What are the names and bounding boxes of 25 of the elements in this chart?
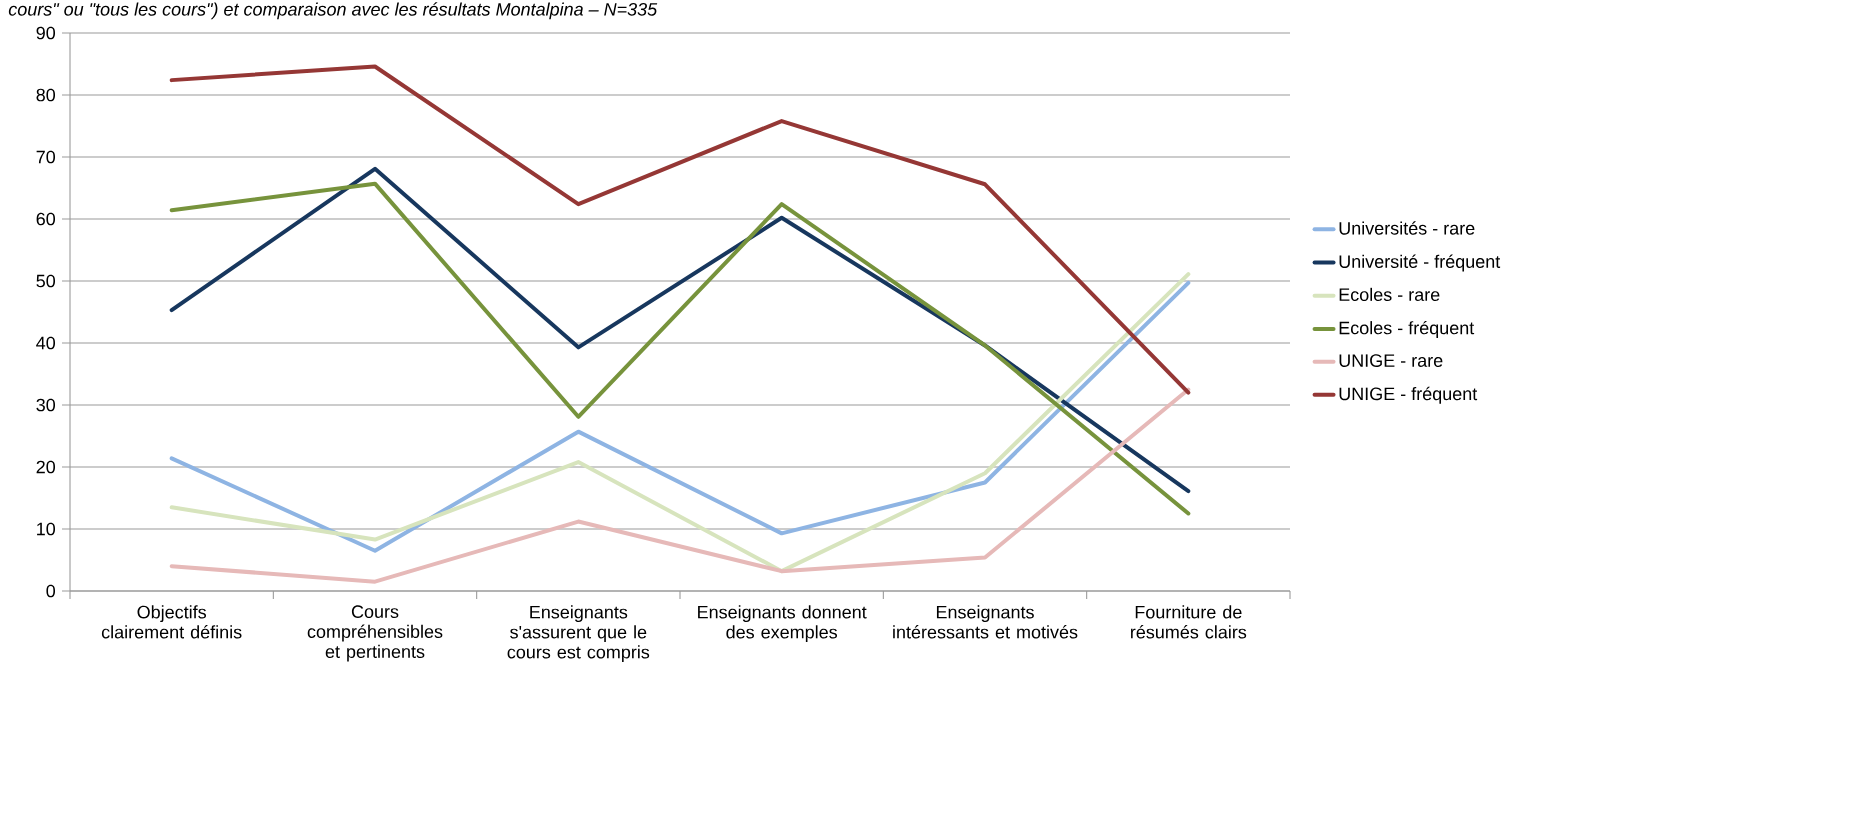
y-tick-label: 0 — [46, 584, 56, 598]
line-series — [169, 64, 1191, 395]
y-tick-label: 70 — [36, 150, 56, 164]
y-tick-label: 60 — [36, 212, 56, 226]
line-series — [169, 387, 1191, 584]
y-tick-label: 80 — [36, 88, 56, 102]
legend-label: Ecoles - fréquent — [1339, 320, 1475, 338]
legend-label: UNIGE - rare — [1339, 354, 1443, 367]
y-tick-label: 20 — [36, 460, 56, 474]
x-tick-label: Cours compréhensibles et pertinents — [307, 605, 443, 662]
x-tick-label: Enseignants intéressants et motivés — [893, 605, 1078, 639]
y-tick-label: 90 — [36, 26, 56, 40]
x-tick-label: Enseignants s'assurent que le cours est compris — [507, 605, 650, 663]
legend-label: UNIGE - fréquent — [1339, 386, 1478, 404]
chart-title: cours" ou "tous les cours") et comparaison avec les résultats Montalpina – N=335 — [8, 2, 658, 20]
x-tick-label: Enseignants donnent des exemples — [698, 605, 867, 643]
legend-label: Ecoles - rare — [1339, 287, 1440, 302]
y-tick-label: 30 — [36, 398, 56, 412]
y-tick-label: 40 — [36, 336, 56, 350]
x-tick-label: Fourniture de résumés clairs — [1131, 605, 1247, 639]
legend-label: Université - fréquent — [1339, 254, 1501, 272]
x-tick-label: Objectifs clairement définis — [101, 605, 242, 639]
y-tick-label: 50 — [36, 274, 56, 288]
legend-label: Universités - rare — [1339, 221, 1475, 235]
y-tick-label: 10 — [37, 522, 56, 536]
